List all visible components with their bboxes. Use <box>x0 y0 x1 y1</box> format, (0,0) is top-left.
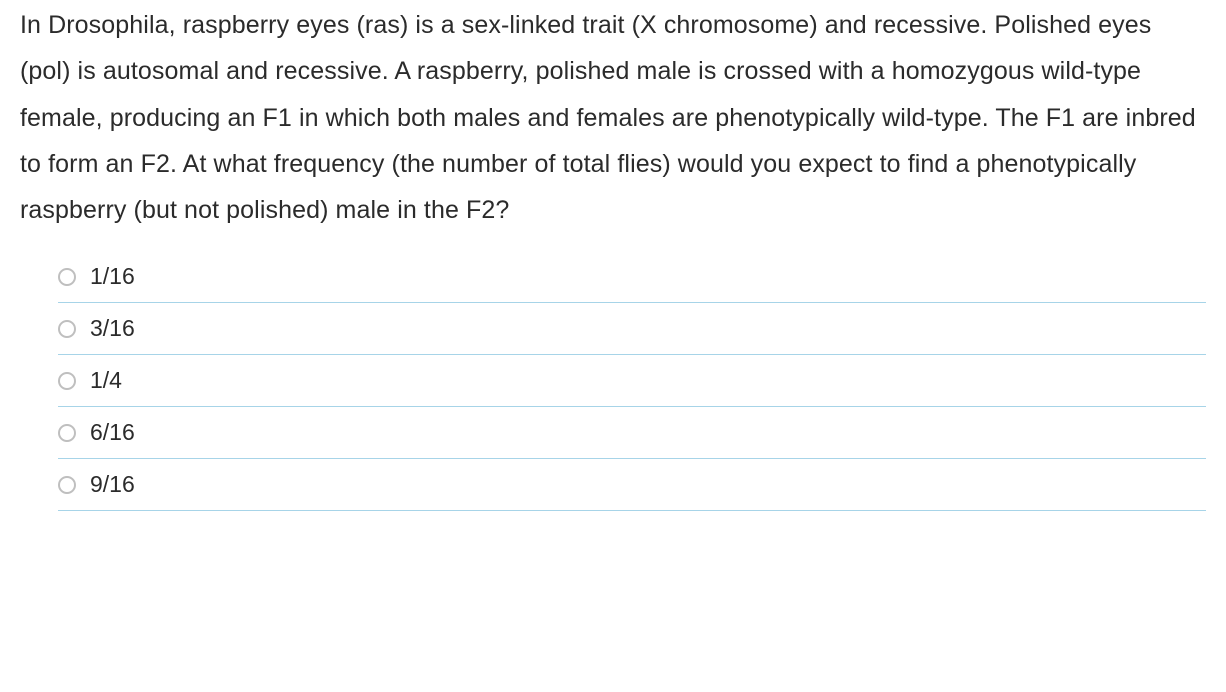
option-label: 3/16 <box>90 315 135 342</box>
radio-icon[interactable] <box>58 424 76 442</box>
option-row[interactable]: 3/16 <box>58 303 1206 355</box>
option-row[interactable]: 6/16 <box>58 407 1206 459</box>
option-label: 6/16 <box>90 419 135 446</box>
option-row[interactable]: 1/4 <box>58 355 1206 407</box>
options-list: 1/16 3/16 1/4 6/16 9/16 <box>20 251 1206 511</box>
option-label: 9/16 <box>90 471 135 498</box>
question-text: In Drosophila, raspberry eyes (ras) is a… <box>20 0 1206 251</box>
option-label: 1/16 <box>90 263 135 290</box>
radio-icon[interactable] <box>58 476 76 494</box>
radio-icon[interactable] <box>58 372 76 390</box>
radio-icon[interactable] <box>58 320 76 338</box>
option-label: 1/4 <box>90 367 122 394</box>
option-row[interactable]: 9/16 <box>58 459 1206 511</box>
radio-icon[interactable] <box>58 268 76 286</box>
option-row[interactable]: 1/16 <box>58 251 1206 303</box>
